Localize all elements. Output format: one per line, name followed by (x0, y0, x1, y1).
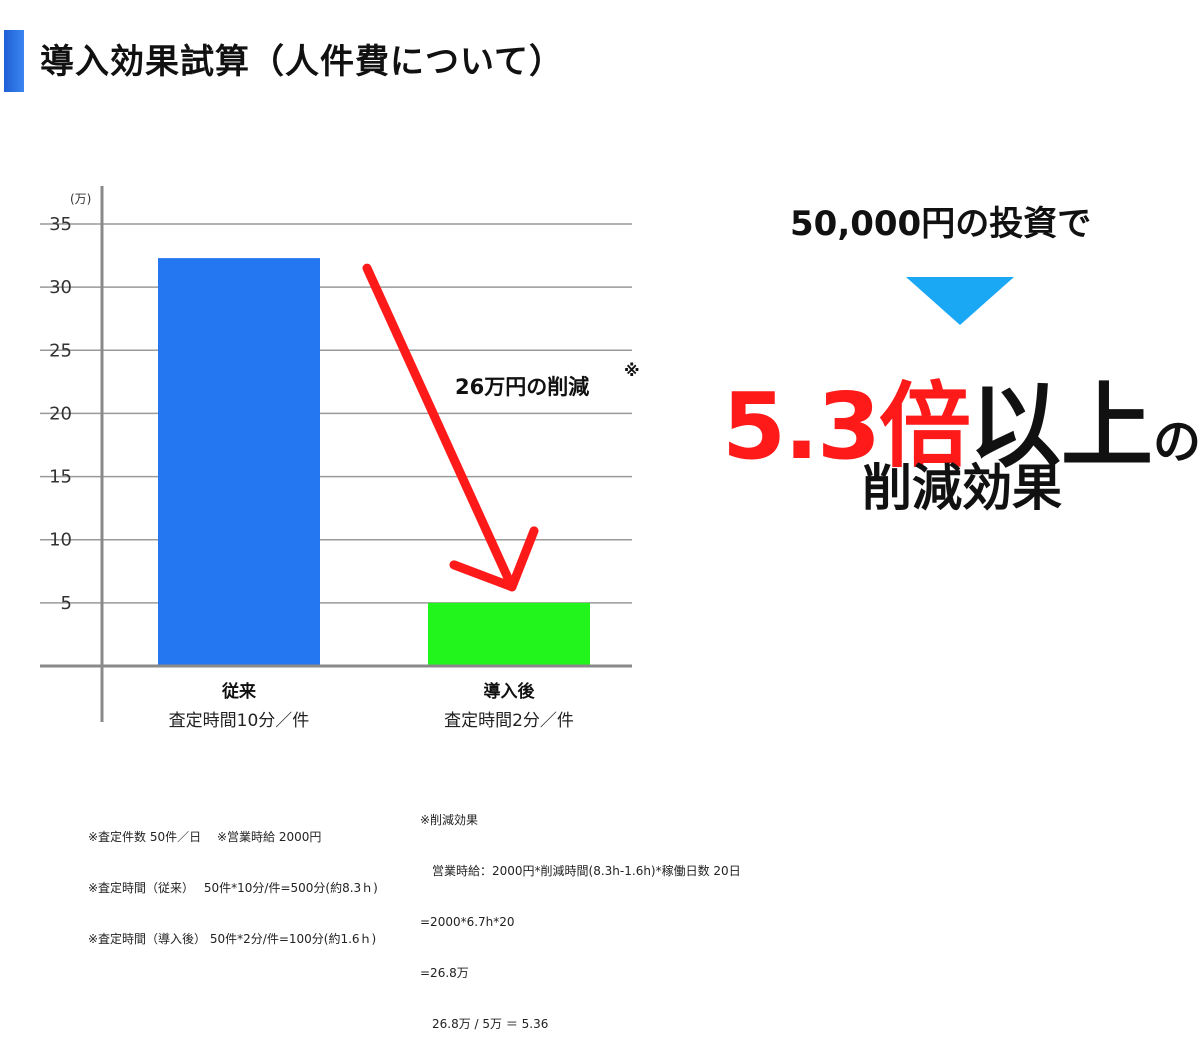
footnote-line: ※査定時間（従来） 50件*10分/件=500分(約8.3ｈ) (88, 881, 378, 895)
bar-chart: (万) 5101520253035従来査定時間10分／件導入後査定時間2分／件 … (40, 186, 640, 731)
multiplier-value: 5.3倍 (722, 373, 971, 480)
reduction-label: 26万円の削減 (455, 375, 589, 399)
reduction-arrow-head (449, 526, 539, 592)
category-sublabel: 査定時間10分／件 (169, 711, 310, 731)
multiplier-line: 5.3倍以上の (722, 352, 1200, 485)
footnote-line: ※査定件数 50件／日 ※営業時給 2000円 (88, 830, 322, 844)
down-triangle-icon (906, 277, 1014, 325)
y-tick-label: 20 (49, 403, 72, 424)
footnote-line: 26.8万 / 5万 ＝ 5.36 (420, 1017, 549, 1031)
y-tick-label: 25 (49, 340, 72, 361)
y-tick-label: 15 (49, 467, 72, 488)
y-tick-label: 35 (49, 214, 72, 235)
y-tick-label: 10 (49, 530, 72, 551)
title-accent-bar (4, 30, 24, 92)
category-sublabel: 査定時間2分／件 (444, 711, 574, 731)
chart-annotation: 26万円の削減 ※ (362, 263, 640, 592)
category-label: 導入後 (484, 681, 536, 702)
footnote-line: 営業時給：2000円*削減時間(8.3h-1.6h)*稼働日数 20日 (420, 864, 741, 878)
reduction-arrow-shaft (362, 263, 517, 592)
multiplier-suffix: 以上 (968, 373, 1153, 480)
chart-bars (158, 258, 590, 666)
multiplier-particle: の (1153, 414, 1200, 470)
investment-text: 50,000円の投資で (790, 204, 1092, 244)
y-tick-label: 30 (49, 277, 72, 298)
bar (158, 258, 320, 666)
chart-grid (40, 223, 632, 604)
bar (428, 602, 590, 666)
reduction-note-mark: ※ (624, 361, 640, 380)
page-title: 導入効果試算（人件費について） (40, 42, 564, 82)
footnote-line: =26.8万 (420, 966, 469, 980)
y-tick-label: 5 (61, 593, 72, 614)
footnotes-right: ※削減効果 営業時給：2000円*削減時間(8.3h-1.6h)*稼働日数 20… (420, 778, 741, 1050)
category-label: 従来 (221, 681, 257, 702)
footnotes-left: ※査定件数 50件／日 ※営業時給 2000円 ※査定時間（従来） 50件*10… (88, 795, 378, 965)
footnote-line: ※削減効果 (420, 813, 479, 827)
y-unit-label: (万) (70, 192, 91, 206)
footnote-line: ※査定時間（導入後） 50件*2分/件=100分(約1.6ｈ) (88, 932, 377, 946)
footnote-line: =2000*6.7h*20 (420, 915, 515, 929)
chart-axes (40, 186, 632, 722)
effect-label: 削減効果 (862, 459, 1062, 517)
